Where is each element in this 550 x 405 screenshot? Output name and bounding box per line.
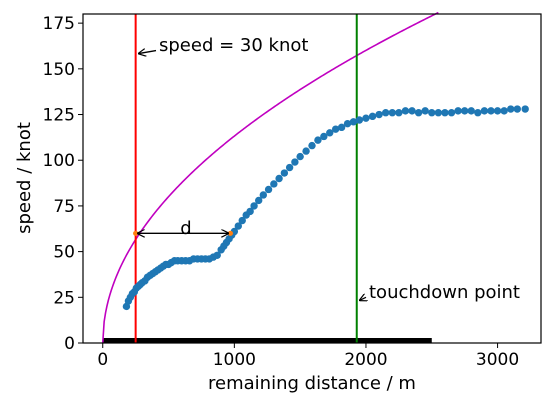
data-point (474, 109, 482, 117)
plot-frame (82, 13, 542, 344)
data-point (270, 180, 278, 188)
y-tick-label: 0 (64, 334, 75, 354)
data-point (467, 107, 475, 115)
y-tick-label: 150 (43, 60, 75, 80)
data-point (320, 132, 328, 141)
data-point (493, 107, 502, 115)
data-point (355, 116, 364, 124)
data-point (401, 107, 410, 115)
x-axis-ticks: 0 1000 2000 3000 (97, 343, 519, 370)
data-point (259, 191, 268, 199)
y-tick-label: 100 (43, 151, 75, 171)
x-tick-label: 2000 (344, 350, 387, 370)
data-point (507, 105, 515, 113)
x-axis-label: remaining distance / m (208, 373, 416, 394)
speed-annotation: speed = 30 knot (159, 35, 308, 56)
x-tick-label: 1000 (213, 350, 256, 370)
data-point (254, 196, 263, 205)
data-point (250, 202, 258, 210)
y-axis-ticks: 0 25 50 75 100 125 150 175 (43, 14, 83, 354)
data-point (343, 119, 352, 128)
data-point (414, 109, 423, 117)
data-point (513, 105, 522, 113)
y-tick-label: 75 (53, 197, 75, 217)
data-point (362, 114, 370, 122)
data-point (434, 109, 443, 117)
data-point (447, 109, 456, 117)
data-point (308, 141, 316, 150)
data-point (285, 163, 294, 172)
data-point (326, 129, 334, 137)
data-point (337, 123, 346, 132)
data-point (421, 107, 429, 115)
data-point (388, 109, 396, 117)
data-point (441, 109, 449, 117)
data-point (246, 207, 254, 216)
y-tick-label: 125 (43, 106, 75, 126)
data-point (480, 107, 489, 115)
runway-bar (102, 338, 432, 343)
orange-marker (227, 230, 234, 236)
data-point (280, 169, 289, 177)
data-point (521, 105, 529, 113)
plot-content (101, 11, 529, 344)
data-point (291, 158, 299, 166)
data-point (368, 112, 377, 121)
data-point (487, 107, 495, 115)
data-point (454, 107, 462, 115)
data-point (302, 147, 310, 155)
y-tick-label: 175 (43, 14, 75, 34)
data-point (238, 216, 246, 225)
data-point (460, 107, 469, 115)
y-tick-label: 50 (53, 243, 75, 263)
y-axis-label: speed / knot (14, 122, 35, 234)
data-point (349, 118, 358, 126)
data-point (500, 107, 508, 115)
x-tick-label: 0 (97, 350, 108, 370)
data-point (395, 109, 403, 117)
data-point (213, 251, 221, 259)
touchdown-annotation-arrow (360, 297, 366, 300)
data-point (375, 110, 383, 119)
data-point (428, 109, 436, 117)
data-point (331, 125, 340, 133)
speed-curve-line (101, 11, 439, 344)
data-point (296, 152, 304, 161)
x-tick-label: 3000 (476, 350, 519, 370)
data-point (275, 174, 283, 183)
speed-annotation-arrow (139, 51, 157, 54)
data-point (264, 185, 273, 194)
data-point (234, 222, 242, 230)
y-tick-label: 25 (53, 288, 75, 308)
data-point (408, 107, 416, 115)
distance-d-label: d (180, 218, 191, 239)
data-point (314, 136, 322, 144)
data-point (382, 109, 390, 117)
orange-marker (133, 230, 139, 236)
touchdown-annotation: touchdown point (369, 282, 520, 303)
